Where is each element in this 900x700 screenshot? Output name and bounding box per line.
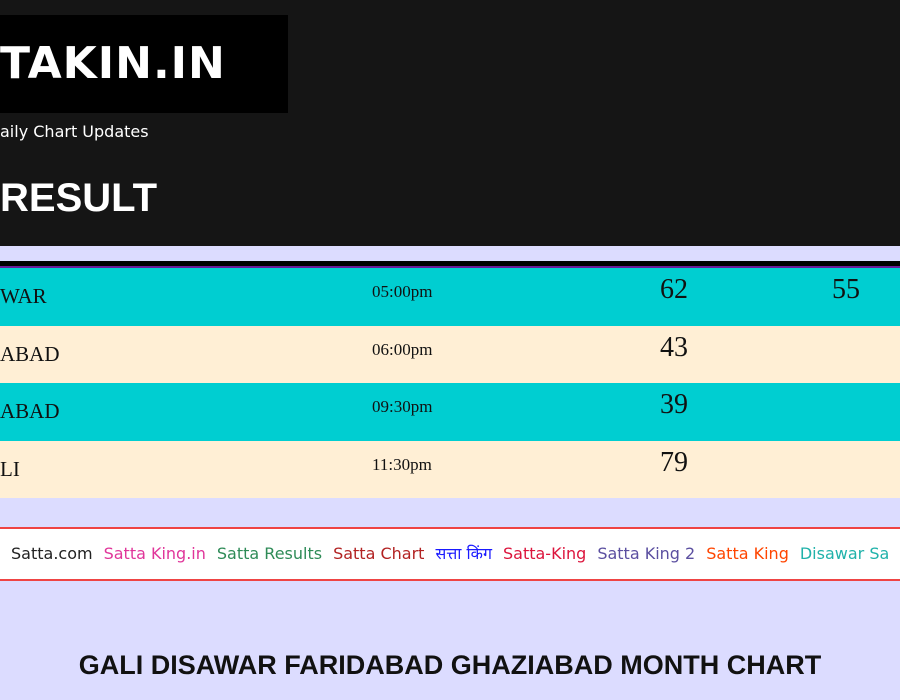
nav-link[interactable]: Satta King.in [103,544,206,563]
game-time: 09:30pm [372,397,433,416]
heading: RESULT [0,176,158,220]
nav-link[interactable]: Satta King [706,544,789,563]
result-row: WAR 05:00pm 62 55 [0,268,900,326]
nav-link[interactable]: Satta.com [11,544,93,563]
result-row: LI 11:30pm 79 [0,440,900,498]
result-table: WAR 05:00pm 62 55 ABAD 06:00pm 43 ABAD 09:30pm 39… [0,268,900,498]
result-number: 79 [660,446,688,478]
game-time: 05:00pm [372,282,433,301]
logo[interactable]: TAKIN.IN [0,15,288,113]
result-row: ABAD 09:30pm 39 [0,383,900,441]
result-number: 55 [832,274,860,305]
result-number: 39 [660,389,688,420]
nav-link[interactable]: Satta Chart [333,544,425,563]
game-name: ABAD [0,341,60,366]
nav-link[interactable]: Disawar Sa [799,544,890,563]
nav-link[interactable]: Satta Results [216,544,323,563]
table-top-bar [0,261,900,268]
nav-link[interactable]: सत्ता किंग [435,544,492,563]
nav-link[interactable]: Satta King 2 [597,544,696,563]
link-bar: Satta.com Satta King.in Satta Results Satta… [0,527,900,581]
result-number: 62 [660,274,688,305]
tagline: aily Chart Updates [0,122,149,141]
header: TAKIN.IN aily Chart Updates RESULT [0,0,900,246]
section-title: GALI DISAWAR FARIDABAD GHAZIABAD MONTH C… [78,650,822,680]
game-name: ABAD [0,399,60,423]
game-name: LI [0,456,20,481]
nav-link[interactable]: Satta-King [502,544,587,563]
game-name: WAR [0,284,47,308]
game-time: 11:30pm [372,454,432,474]
game-time: 06:00pm [372,339,433,359]
result-row: ABAD 06:00pm 43 [0,325,900,383]
result-number: 43 [660,331,688,363]
